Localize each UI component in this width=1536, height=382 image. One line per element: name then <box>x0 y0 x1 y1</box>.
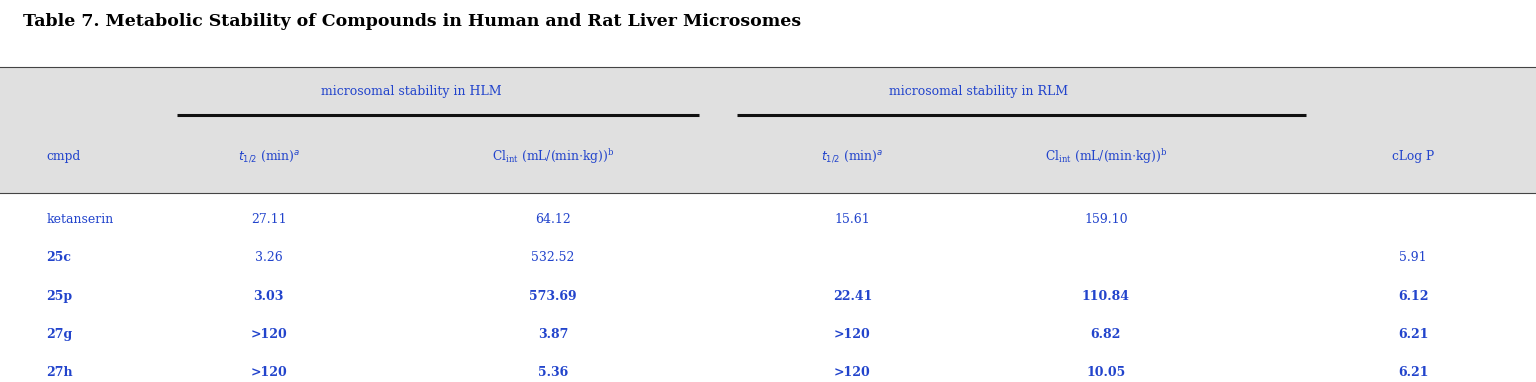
Text: 6.21: 6.21 <box>1398 328 1428 341</box>
Text: $\mathregular{Cl_{int}}$ $\mathregular{(mL/(min{\cdot}kg))^{b}}$: $\mathregular{Cl_{int}}$ $\mathregular{(… <box>492 147 614 166</box>
Text: 3.03: 3.03 <box>253 290 284 303</box>
Text: ketanserin: ketanserin <box>46 213 114 226</box>
Bar <box>0 67 1536 193</box>
Text: >120: >120 <box>834 328 871 341</box>
Text: 27h: 27h <box>46 366 72 379</box>
Text: 27.11: 27.11 <box>250 213 287 226</box>
Text: 6.12: 6.12 <box>1398 290 1428 303</box>
Text: 5.91: 5.91 <box>1399 251 1427 264</box>
Text: 64.12: 64.12 <box>535 213 571 226</box>
Text: 25p: 25p <box>46 290 72 303</box>
Text: 22.41: 22.41 <box>833 290 872 303</box>
Text: microsomal stability in RLM: microsomal stability in RLM <box>889 85 1068 98</box>
Text: >120: >120 <box>834 366 871 379</box>
Text: 10.05: 10.05 <box>1086 366 1126 379</box>
Text: 6.82: 6.82 <box>1091 328 1121 341</box>
Text: 159.10: 159.10 <box>1084 213 1127 226</box>
Text: $t_{1/2}$ $\mathregular{(min)}^{a}$: $t_{1/2}$ $\mathregular{(min)}^{a}$ <box>238 149 300 165</box>
Text: 15.61: 15.61 <box>834 213 871 226</box>
Text: >120: >120 <box>250 366 287 379</box>
Text: 110.84: 110.84 <box>1081 290 1130 303</box>
Text: 27g: 27g <box>46 328 72 341</box>
Text: 573.69: 573.69 <box>528 290 578 303</box>
Text: 6.21: 6.21 <box>1398 366 1428 379</box>
Text: >120: >120 <box>250 328 287 341</box>
Text: Table 7. Metabolic Stability of Compounds in Human and Rat Liver Microsomes: Table 7. Metabolic Stability of Compound… <box>23 13 802 31</box>
Text: $\mathregular{Cl_{int}}$ $\mathregular{(mL/(min{\cdot}kg))^{b}}$: $\mathregular{Cl_{int}}$ $\mathregular{(… <box>1044 147 1167 166</box>
Text: 3.87: 3.87 <box>538 328 568 341</box>
Text: 5.36: 5.36 <box>538 366 568 379</box>
Text: 532.52: 532.52 <box>531 251 574 264</box>
Text: microsomal stability in HLM: microsomal stability in HLM <box>321 85 502 98</box>
Text: $t_{1/2}$ $\mathregular{(min)}^{a}$: $t_{1/2}$ $\mathregular{(min)}^{a}$ <box>822 149 883 165</box>
Text: 3.26: 3.26 <box>255 251 283 264</box>
Text: cmpd: cmpd <box>46 150 80 163</box>
Text: cLog P: cLog P <box>1392 150 1435 163</box>
Text: 25c: 25c <box>46 251 71 264</box>
